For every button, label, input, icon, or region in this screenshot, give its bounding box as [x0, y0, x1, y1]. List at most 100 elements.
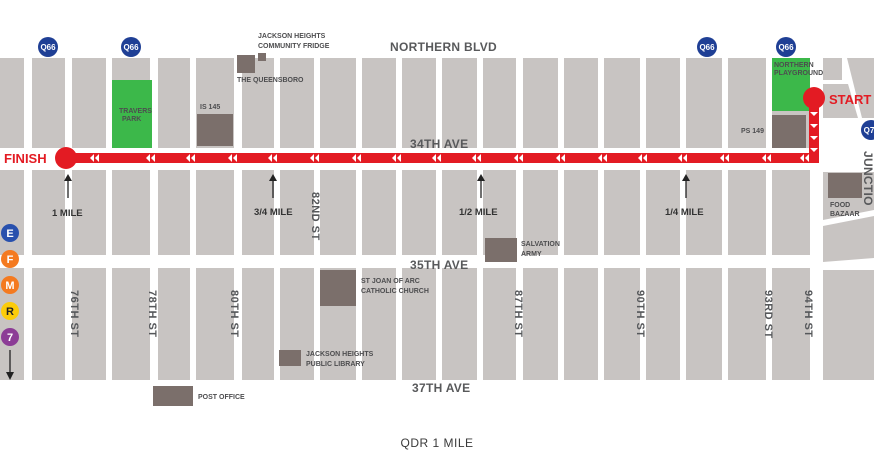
bus-stop-q66-4[interactable]: Q66	[776, 37, 796, 57]
community-fridge-label-2: COMMUNITY FRIDGE	[258, 43, 330, 50]
library-label: JACKSON HEIGHTS	[306, 351, 374, 358]
northern-playground[interactable]	[772, 58, 810, 111]
city-block	[0, 170, 24, 255]
city-block	[686, 170, 722, 255]
mile-marker-1	[64, 174, 72, 198]
direction-chevron	[90, 154, 94, 162]
salvation-army-building[interactable]	[485, 238, 517, 262]
svg-text:E: E	[6, 228, 13, 240]
street-94-label: 94TH ST	[802, 290, 814, 338]
direction-chevron	[603, 154, 607, 162]
st-joan-building[interactable]	[320, 270, 356, 306]
subway-e-icon[interactable]: E	[1, 224, 19, 242]
subway-7-icon[interactable]: 7	[1, 328, 19, 346]
city-block	[112, 170, 150, 255]
city-block	[646, 58, 680, 148]
direction-chevron	[472, 154, 476, 162]
bus-stop-q7[interactable]: Q7	[861, 120, 874, 140]
route: FINISH START	[4, 87, 871, 169]
city-blocks	[0, 58, 810, 380]
city-block	[402, 268, 436, 380]
bus-stop-q66-2[interactable]: Q66	[121, 37, 141, 57]
post-office-building[interactable]	[153, 386, 193, 406]
st-joan-label: ST JOAN OF ARC	[361, 278, 420, 285]
direction-chevron	[432, 154, 436, 162]
direction-chevron	[228, 154, 232, 162]
mile-34-label: 3/4 MILE	[254, 207, 293, 218]
city-block	[646, 268, 680, 380]
subway-m-icon[interactable]: M	[1, 276, 19, 294]
food-bazaar-label: FOOD	[830, 202, 850, 209]
map-title: QDR 1 MILE	[400, 436, 473, 450]
is145-building[interactable]	[197, 114, 233, 146]
post-office-label: POST OFFICE	[198, 394, 245, 401]
city-block	[564, 58, 598, 148]
route-direction-arrows	[90, 112, 818, 162]
street-78-label: 78TH ST	[146, 290, 158, 338]
city-block	[112, 268, 150, 380]
northern-blvd-label: NORTHERN BLVD	[390, 40, 497, 54]
library-label-2: PUBLIC LIBRARY	[306, 361, 365, 368]
library-building[interactable]	[279, 350, 301, 366]
direction-chevron	[800, 154, 804, 162]
city-block	[686, 58, 722, 148]
direction-chevron	[268, 154, 272, 162]
direction-chevron	[810, 136, 818, 140]
direction-chevron	[810, 112, 818, 116]
city-block	[564, 170, 598, 255]
subway-f-icon[interactable]: F	[1, 250, 19, 268]
ave35-road	[0, 256, 810, 268]
city-block	[72, 58, 106, 148]
ps149-building[interactable]	[772, 115, 806, 148]
direction-chevron	[357, 154, 361, 162]
direction-chevron	[191, 154, 195, 162]
mile-marker-14	[682, 174, 690, 198]
city-block	[604, 58, 640, 148]
city-block	[362, 58, 396, 148]
subway-r-icon[interactable]: R	[1, 302, 19, 320]
street-90-label: 90TH ST	[634, 290, 646, 338]
direction-chevron	[146, 154, 150, 162]
finish-label: FINISH	[4, 151, 47, 166]
community-fridge-building[interactable]	[258, 53, 266, 61]
start-marker[interactable]	[803, 87, 825, 109]
food-bazaar-building[interactable]	[828, 173, 862, 198]
travers-label: TRAVERS	[119, 108, 152, 115]
svg-text:Q66: Q66	[40, 43, 56, 52]
street-93-label: 93RD ST	[762, 290, 774, 339]
subway-lines: E F M R 7	[1, 224, 19, 380]
svg-text:F: F	[7, 254, 14, 266]
direction-chevron	[678, 154, 682, 162]
bus-stop-q66-1[interactable]: Q66	[38, 37, 58, 57]
city-block	[196, 268, 234, 380]
travers-label-2: PARK	[122, 116, 141, 123]
travers-park[interactable]	[112, 80, 152, 148]
city-block	[72, 268, 106, 380]
city-block	[402, 170, 436, 255]
city-block	[483, 58, 516, 148]
city-block	[442, 58, 477, 148]
mile-14-label: 1/4 MILE	[665, 207, 704, 218]
bus-stop-q66-3[interactable]: Q66	[697, 37, 717, 57]
direction-chevron	[151, 154, 155, 162]
city-block	[523, 58, 558, 148]
street-82-label: 82ND ST	[309, 192, 321, 241]
direction-chevron	[643, 154, 647, 162]
queensboro-building[interactable]	[237, 55, 255, 73]
city-block	[32, 268, 65, 380]
street-87-label: 87TH ST	[512, 290, 524, 338]
direction-chevron	[95, 154, 99, 162]
ave37-label: 37TH AVE	[412, 381, 470, 395]
mile-markers	[64, 174, 690, 198]
city-block	[564, 268, 598, 380]
svg-text:Q66: Q66	[778, 43, 794, 52]
mile-12-label: 1/2 MILE	[459, 207, 498, 218]
city-block	[32, 58, 65, 148]
finish-marker[interactable]	[55, 147, 77, 169]
svg-text:R: R	[6, 306, 14, 318]
city-block	[72, 170, 106, 255]
svg-text:M: M	[5, 280, 14, 292]
city-block	[158, 58, 190, 148]
city-block	[32, 170, 65, 255]
